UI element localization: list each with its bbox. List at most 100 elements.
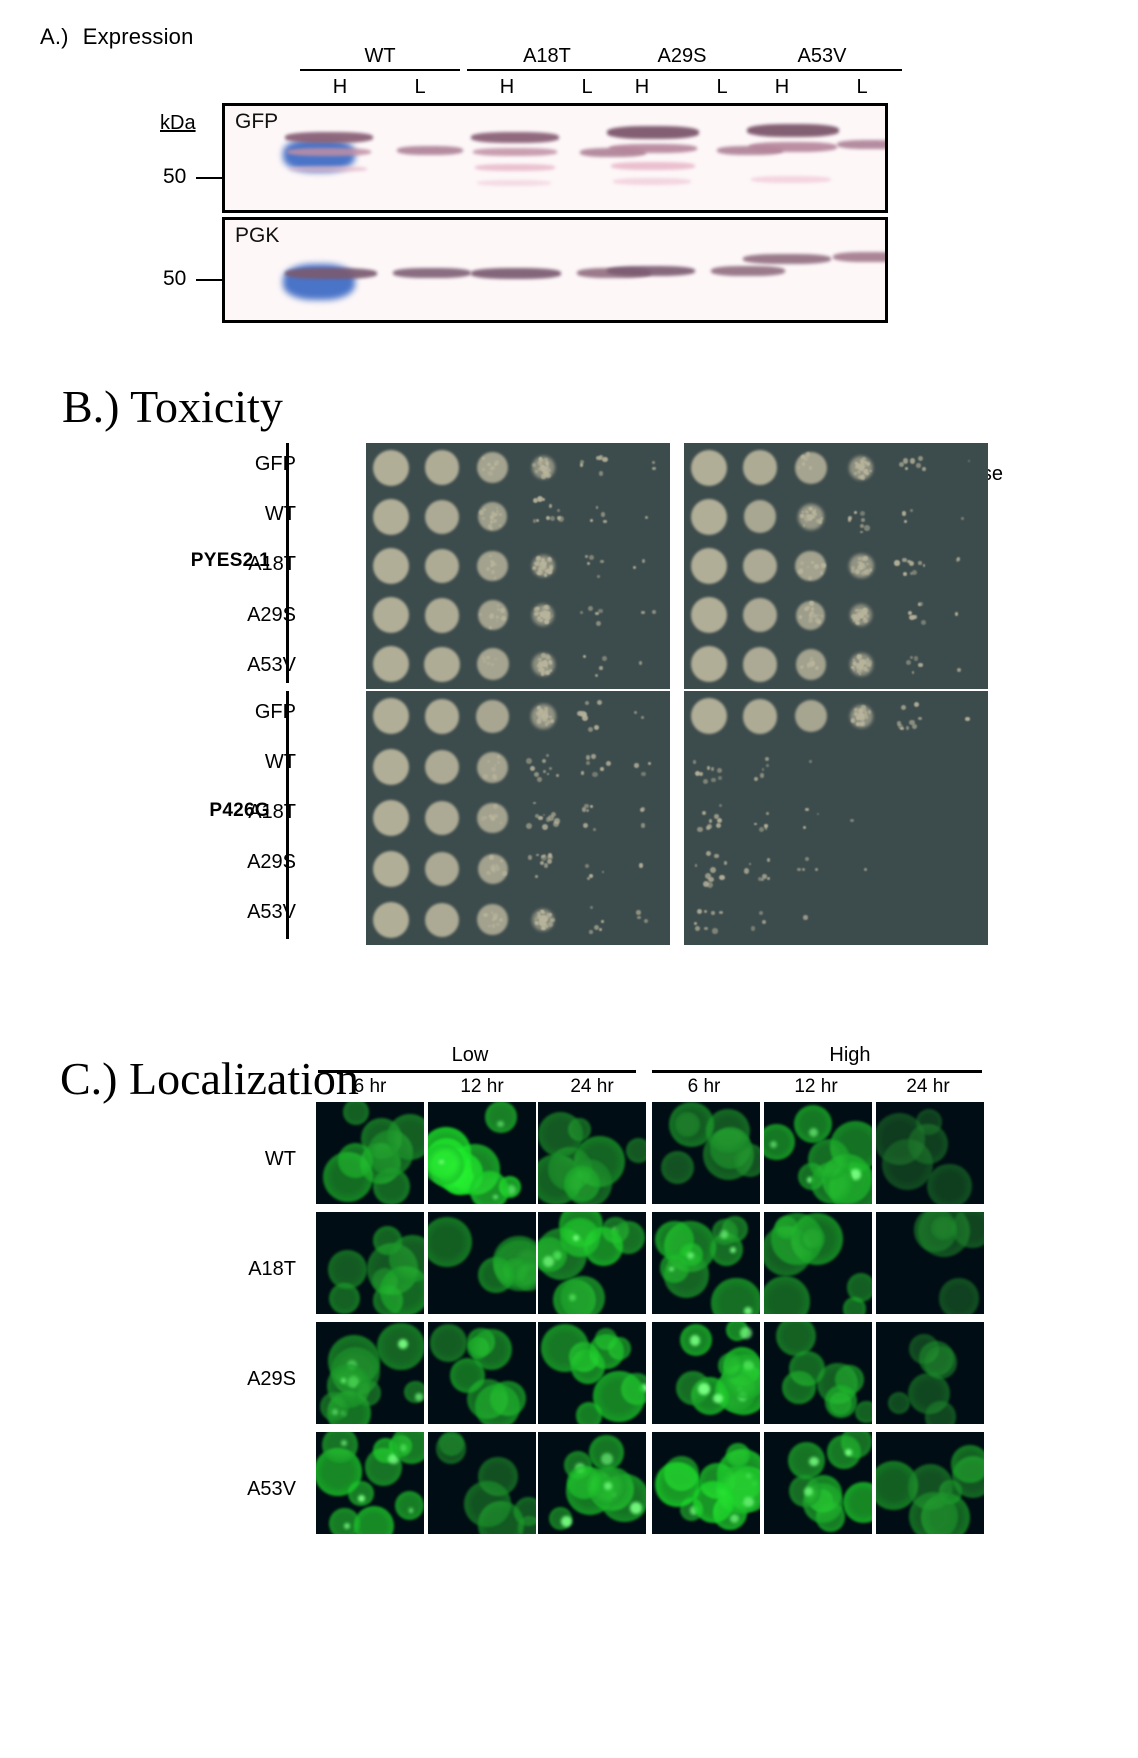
colony-speck — [765, 812, 769, 816]
yeast-cell — [475, 1384, 520, 1424]
colony-speck — [482, 508, 486, 512]
colony-speck — [544, 721, 549, 726]
colony-speck — [601, 919, 604, 923]
colony-speck — [863, 709, 867, 713]
colony-speck — [536, 664, 540, 667]
colony-speck — [856, 612, 862, 618]
colony-speck — [864, 525, 870, 531]
blot-band — [749, 142, 837, 152]
colony-speck — [538, 918, 541, 921]
colony-speck — [809, 601, 815, 606]
colony-speck — [540, 910, 544, 913]
colony-speck — [703, 909, 707, 914]
colony-speck — [813, 613, 818, 618]
fluorescent-punctum — [332, 1409, 339, 1416]
colony-speck — [542, 813, 546, 817]
colony-speck — [493, 513, 497, 517]
colony-speck — [499, 918, 503, 922]
colony-speck — [534, 772, 540, 778]
colony-spot — [424, 646, 460, 682]
colony-speck — [907, 611, 912, 616]
colony-speck — [486, 566, 491, 571]
strain-label-a29s: A29S — [247, 1368, 296, 1390]
colony-speck — [864, 713, 867, 716]
colony-speck — [712, 928, 718, 934]
colony-speck — [497, 761, 500, 764]
colony-speck — [487, 924, 491, 928]
colony-spot — [691, 698, 728, 735]
yeast-cell — [916, 1108, 943, 1135]
fluorescent-punctum — [712, 1393, 723, 1404]
colony-speck — [904, 467, 908, 471]
colony-speck — [707, 766, 711, 770]
yeast-cell — [395, 1491, 424, 1521]
strain-label-a53v: A53V — [247, 1478, 296, 1500]
colony-speck — [855, 620, 860, 625]
colony-speck — [587, 561, 591, 565]
micrograph-tile — [652, 1212, 760, 1314]
colony-speck — [857, 708, 863, 714]
lane-group-rule — [467, 69, 627, 71]
colony-speck — [602, 656, 607, 662]
colony-speck — [753, 776, 758, 781]
micrograph-tile — [538, 1432, 646, 1534]
colony-spot — [373, 498, 410, 535]
colony-speck — [543, 564, 546, 567]
colony-speck — [802, 825, 807, 829]
colony-speck — [488, 470, 494, 476]
panel-b-toxicity: B.) Toxicity Glucose Galactose PYES2.1 P… — [0, 355, 1138, 980]
yeast-cell — [927, 1163, 972, 1204]
colony-speck — [546, 612, 550, 616]
colony-speck — [541, 759, 546, 764]
colony-speck — [764, 826, 768, 830]
colony-speck — [580, 771, 585, 775]
micrograph-tile — [428, 1432, 536, 1534]
colony-speck — [489, 527, 493, 531]
colony-speck — [859, 661, 864, 666]
micrograph-tile — [652, 1322, 760, 1424]
colony-speck — [541, 855, 547, 861]
colony-speck — [542, 911, 545, 915]
colony-speck — [908, 561, 914, 567]
colony-speck — [544, 662, 549, 668]
fluorescent-punctum — [808, 1127, 818, 1137]
colony-speck — [538, 564, 542, 567]
colony-speck — [634, 762, 640, 768]
yeast-cell — [337, 1143, 373, 1178]
colony-speck — [868, 568, 872, 572]
fluorescent-punctum — [408, 1508, 414, 1513]
colony-speck — [753, 822, 757, 826]
colony-speck — [900, 727, 904, 731]
colony-speck — [852, 668, 855, 672]
colony-speck — [809, 759, 812, 763]
colony-speck — [701, 811, 706, 816]
colony-speck — [580, 611, 583, 614]
colony-spot — [691, 498, 728, 535]
colony-speck — [759, 827, 764, 833]
colony-speck — [714, 853, 719, 859]
colony-spot — [424, 698, 460, 734]
colony-speck — [558, 515, 565, 522]
fluorescent-punctum — [804, 1487, 814, 1497]
colony-speck — [865, 658, 870, 662]
colony-speck — [918, 716, 922, 720]
colony-speck — [853, 658, 856, 661]
colony-speck — [854, 510, 858, 514]
expression-level-high: High — [829, 1044, 871, 1066]
yeast-cell — [923, 1346, 957, 1380]
fluorescent-punctum — [506, 1184, 517, 1196]
colony-speck — [490, 911, 494, 915]
colony-speck — [556, 509, 560, 513]
plasmid-bracket-pyes21 — [286, 443, 289, 683]
colony-speck — [859, 561, 862, 564]
lane-group-rule — [300, 69, 460, 71]
strain-label-a18t: A18T — [248, 801, 296, 823]
colony-speck — [921, 620, 927, 626]
colony-speck — [536, 710, 542, 715]
colony-speck — [539, 611, 543, 614]
colony-speck — [494, 460, 500, 465]
colony-speck — [545, 615, 551, 620]
fluorescent-punctum — [344, 1522, 351, 1529]
colony-speck — [538, 666, 544, 672]
colony-speck — [548, 922, 553, 927]
